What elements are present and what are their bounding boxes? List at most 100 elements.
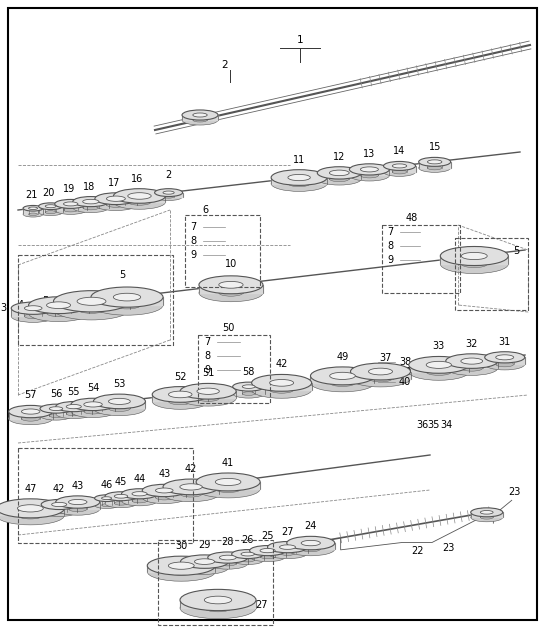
Ellipse shape xyxy=(330,379,355,386)
Polygon shape xyxy=(317,173,361,179)
Bar xyxy=(382,225,460,293)
Ellipse shape xyxy=(95,502,119,509)
Polygon shape xyxy=(350,372,410,379)
Ellipse shape xyxy=(496,355,514,360)
Polygon shape xyxy=(23,208,43,214)
Text: 26: 26 xyxy=(241,534,254,544)
Ellipse shape xyxy=(350,363,410,380)
Ellipse shape xyxy=(93,394,146,409)
Ellipse shape xyxy=(301,546,320,552)
Text: 7: 7 xyxy=(190,222,196,232)
Text: 36: 36 xyxy=(416,420,428,430)
Ellipse shape xyxy=(419,163,451,172)
Ellipse shape xyxy=(280,545,295,550)
Ellipse shape xyxy=(56,503,100,515)
Text: 22: 22 xyxy=(411,546,423,556)
Ellipse shape xyxy=(168,391,192,398)
Ellipse shape xyxy=(21,409,40,414)
Ellipse shape xyxy=(268,548,307,559)
Text: 53: 53 xyxy=(113,379,125,389)
Bar xyxy=(185,215,260,287)
Bar xyxy=(18,448,193,543)
Polygon shape xyxy=(155,193,183,197)
Ellipse shape xyxy=(260,555,275,559)
Text: 2: 2 xyxy=(222,60,228,70)
Ellipse shape xyxy=(28,297,88,313)
Ellipse shape xyxy=(155,488,173,493)
Ellipse shape xyxy=(0,499,64,518)
Ellipse shape xyxy=(39,203,63,210)
Ellipse shape xyxy=(360,173,378,178)
Ellipse shape xyxy=(232,550,264,558)
Text: 6: 6 xyxy=(202,205,208,215)
Ellipse shape xyxy=(40,411,72,420)
Ellipse shape xyxy=(232,556,264,565)
Ellipse shape xyxy=(163,195,174,198)
Polygon shape xyxy=(11,308,55,317)
Polygon shape xyxy=(163,487,219,494)
Ellipse shape xyxy=(368,375,392,382)
Ellipse shape xyxy=(28,213,38,215)
Text: 12: 12 xyxy=(333,152,346,162)
Text: 18: 18 xyxy=(83,181,95,192)
Ellipse shape xyxy=(311,367,374,385)
Text: 40: 40 xyxy=(399,377,411,387)
Polygon shape xyxy=(56,502,100,509)
Ellipse shape xyxy=(155,495,173,500)
Ellipse shape xyxy=(41,499,77,509)
Text: 7: 7 xyxy=(204,337,210,347)
Text: 11: 11 xyxy=(293,154,305,165)
Text: 8: 8 xyxy=(204,351,210,361)
Ellipse shape xyxy=(64,208,78,212)
Ellipse shape xyxy=(168,568,194,575)
Ellipse shape xyxy=(195,559,215,565)
Ellipse shape xyxy=(197,395,219,401)
Ellipse shape xyxy=(197,388,219,394)
Ellipse shape xyxy=(25,306,42,311)
Ellipse shape xyxy=(83,205,99,210)
Ellipse shape xyxy=(219,290,243,296)
Ellipse shape xyxy=(215,485,241,492)
Ellipse shape xyxy=(106,196,125,202)
Ellipse shape xyxy=(101,497,112,500)
Text: 47: 47 xyxy=(24,484,37,494)
Polygon shape xyxy=(268,547,307,553)
Ellipse shape xyxy=(195,565,215,570)
Polygon shape xyxy=(180,391,236,398)
Ellipse shape xyxy=(83,199,99,204)
Ellipse shape xyxy=(163,191,174,194)
Ellipse shape xyxy=(23,205,43,211)
Ellipse shape xyxy=(461,358,483,364)
Ellipse shape xyxy=(480,516,493,519)
Ellipse shape xyxy=(182,110,218,120)
Text: 17: 17 xyxy=(108,178,120,188)
Ellipse shape xyxy=(392,170,407,174)
Ellipse shape xyxy=(368,368,392,375)
Ellipse shape xyxy=(122,495,158,506)
Ellipse shape xyxy=(91,287,163,307)
Text: 27: 27 xyxy=(256,600,268,610)
Ellipse shape xyxy=(56,496,100,508)
Ellipse shape xyxy=(66,411,81,416)
Polygon shape xyxy=(39,206,63,212)
Polygon shape xyxy=(91,297,163,305)
Ellipse shape xyxy=(384,161,415,170)
Ellipse shape xyxy=(461,365,483,371)
Polygon shape xyxy=(419,162,451,168)
Ellipse shape xyxy=(95,199,137,210)
Polygon shape xyxy=(196,482,260,489)
Ellipse shape xyxy=(427,166,442,170)
Ellipse shape xyxy=(301,540,320,546)
Ellipse shape xyxy=(180,561,228,575)
Polygon shape xyxy=(208,558,248,563)
Text: 39: 39 xyxy=(399,367,411,377)
Ellipse shape xyxy=(180,484,202,490)
Ellipse shape xyxy=(288,180,310,187)
Ellipse shape xyxy=(64,202,78,206)
Text: 15: 15 xyxy=(428,143,441,153)
Ellipse shape xyxy=(252,374,312,391)
Ellipse shape xyxy=(40,404,72,413)
Ellipse shape xyxy=(105,499,137,507)
Ellipse shape xyxy=(142,491,186,504)
Ellipse shape xyxy=(41,506,77,517)
